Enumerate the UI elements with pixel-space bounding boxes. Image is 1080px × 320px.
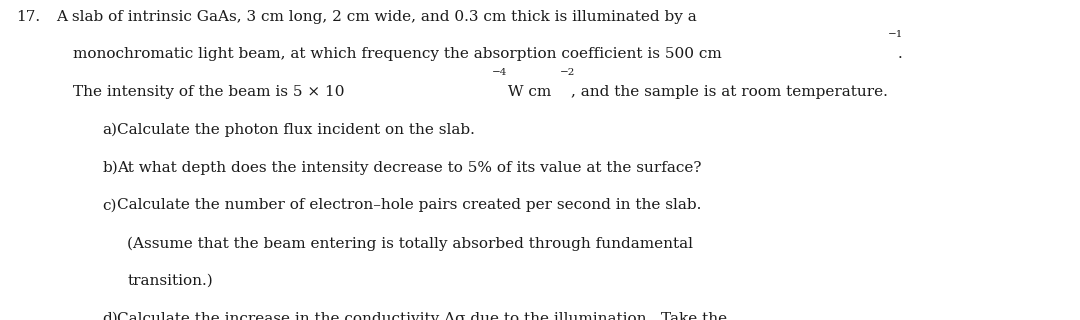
Text: transition.): transition.) [127, 274, 213, 288]
Text: At what depth does the intensity decrease to 5% of its value at the surface?: At what depth does the intensity decreas… [117, 161, 701, 175]
Text: Calculate the number of electron–hole pairs created per second in the slab.: Calculate the number of electron–hole pa… [117, 198, 701, 212]
Text: c): c) [103, 198, 117, 212]
Text: Calculate the photon flux incident on the slab.: Calculate the photon flux incident on th… [117, 123, 474, 137]
Text: The intensity of the beam is 5 × 10: The intensity of the beam is 5 × 10 [73, 85, 345, 99]
Text: W cm: W cm [503, 85, 552, 99]
Text: Calculate the increase in the conductivity Δσ due to the illumination.  Take the: Calculate the increase in the conductivi… [117, 312, 727, 320]
Text: −4: −4 [491, 68, 507, 76]
Text: b): b) [103, 161, 119, 175]
Text: a): a) [103, 123, 118, 137]
Text: −2: −2 [559, 68, 575, 76]
Text: 17.: 17. [16, 10, 40, 24]
Text: (Assume that the beam entering is totally absorbed through fundamental: (Assume that the beam entering is totall… [127, 236, 693, 251]
Text: d): d) [103, 312, 119, 320]
Text: A slab of intrinsic GaAs, 3 cm long, 2 cm wide, and 0.3 cm thick is illuminated : A slab of intrinsic GaAs, 3 cm long, 2 c… [56, 10, 697, 24]
Text: −1: −1 [888, 30, 903, 39]
Text: .: . [897, 47, 902, 61]
Text: monochromatic light beam, at which frequency the absorption coefficient is 500 c: monochromatic light beam, at which frequ… [73, 47, 723, 61]
Text: , and the sample is at room temperature.: , and the sample is at room temperature. [571, 85, 888, 99]
